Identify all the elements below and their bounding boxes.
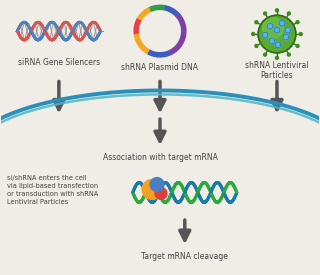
Circle shape xyxy=(255,45,258,47)
Circle shape xyxy=(287,53,290,56)
Circle shape xyxy=(252,32,255,35)
Circle shape xyxy=(155,188,167,199)
Text: Association with target mRNA: Association with target mRNA xyxy=(103,153,217,162)
Circle shape xyxy=(264,53,267,56)
Circle shape xyxy=(276,56,278,59)
Circle shape xyxy=(267,23,273,29)
Circle shape xyxy=(296,21,299,24)
Circle shape xyxy=(276,9,278,12)
Text: Target mRNA cleavage: Target mRNA cleavage xyxy=(141,252,228,261)
Circle shape xyxy=(275,42,281,48)
Circle shape xyxy=(285,27,291,33)
Text: si/shRNA enters the cell
via lipid-based transfection
or transduction with shRNA: si/shRNA enters the cell via lipid-based… xyxy=(7,175,99,205)
Circle shape xyxy=(258,15,296,53)
Circle shape xyxy=(283,34,289,40)
Circle shape xyxy=(142,180,162,199)
Text: shRNA Lentiviral
Particles: shRNA Lentiviral Particles xyxy=(245,61,309,80)
Circle shape xyxy=(287,12,290,15)
Circle shape xyxy=(299,32,302,35)
Text: siRNA Gene Silencers: siRNA Gene Silencers xyxy=(18,58,100,67)
Circle shape xyxy=(255,21,258,24)
Text: shRNA Plasmid DNA: shRNA Plasmid DNA xyxy=(122,63,198,72)
Circle shape xyxy=(264,12,267,15)
Circle shape xyxy=(150,178,164,191)
Circle shape xyxy=(274,27,280,33)
Circle shape xyxy=(263,18,284,38)
Circle shape xyxy=(279,20,285,26)
Circle shape xyxy=(269,38,275,44)
Circle shape xyxy=(262,32,268,38)
Circle shape xyxy=(296,45,299,47)
